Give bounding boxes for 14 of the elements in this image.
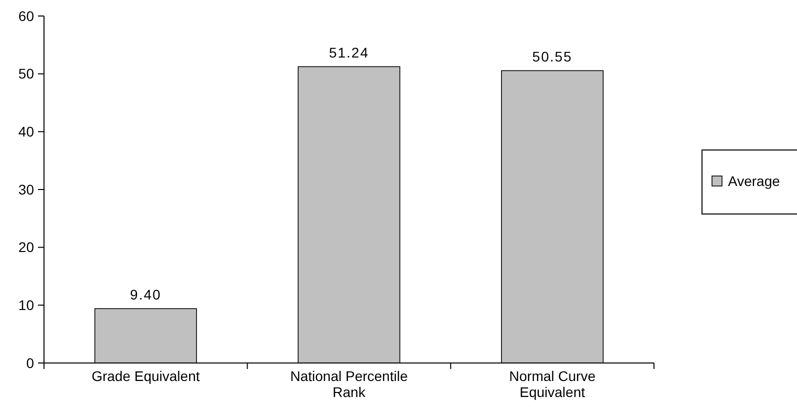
- y-tick-label: 60: [18, 8, 34, 24]
- legend-label: Average: [728, 172, 780, 189]
- x-tick-label: Grade Equivalent: [92, 368, 200, 384]
- y-tick-label: 50: [18, 66, 34, 82]
- y-tick-label: 0: [26, 354, 34, 371]
- data-label: 50.55: [532, 48, 572, 65]
- y-tick-label: 40: [18, 124, 34, 140]
- data-label: 9.40: [130, 286, 162, 303]
- y-tick-label: 20: [18, 239, 34, 256]
- x-tick-label: Normal Curve Equivalent: [509, 368, 596, 400]
- y-tick-label: 10: [18, 297, 34, 314]
- y-tick-label: 30: [18, 181, 34, 198]
- x-tick-label: National Percentile Rank: [290, 368, 408, 400]
- data-label: 51.24: [328, 44, 370, 61]
